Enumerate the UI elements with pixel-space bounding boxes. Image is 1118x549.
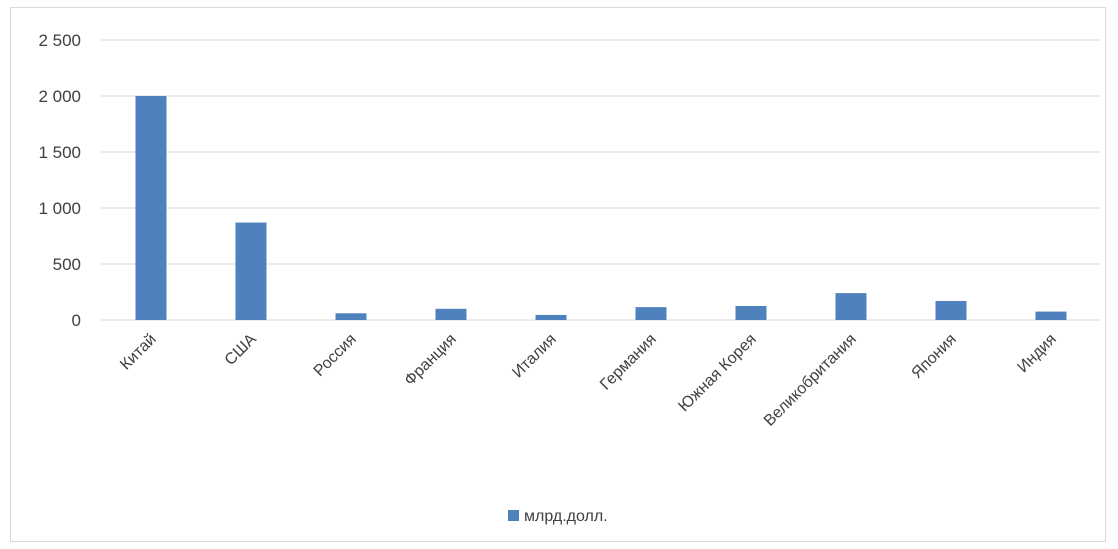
x-tick-label: Россия	[311, 331, 360, 380]
x-tick-label: Италия	[509, 331, 560, 382]
y-tick-label: 0	[72, 311, 81, 330]
legend-swatch	[508, 510, 519, 521]
y-tick-label: 2 000	[38, 87, 81, 106]
bar	[435, 308, 467, 320]
bar	[1035, 311, 1067, 320]
bar	[535, 314, 567, 320]
bar	[635, 307, 667, 320]
x-tick-label: Китай	[117, 331, 160, 374]
bar	[735, 306, 767, 320]
bar	[335, 313, 367, 320]
x-tick-label: Южная Корея	[675, 331, 759, 415]
x-tick-label: США	[222, 331, 260, 369]
gridlines	[101, 39, 1101, 321]
x-tick-label: Индия	[1014, 331, 1059, 376]
x-axis-tick-labels: Китай США Россия Франция Италия Германия Южная…	[117, 331, 1060, 430]
x-tick-label: Франция	[401, 331, 459, 389]
bar-series	[135, 96, 1067, 320]
y-tick-label: 1 500	[38, 143, 81, 162]
y-tick-label: 1 000	[38, 199, 81, 218]
y-tick-label: 500	[53, 255, 81, 274]
x-tick-label: Япония	[909, 331, 960, 382]
bar	[935, 300, 967, 320]
bar	[235, 222, 267, 320]
y-tick-label: 2 500	[38, 31, 81, 50]
bar	[835, 293, 867, 320]
bar	[135, 96, 167, 320]
x-tick-label: Великобритания	[761, 331, 860, 430]
x-tick-label: Германия	[597, 331, 660, 394]
y-axis-tick-labels: 0 500 1 000 1 500 2 000 2 500	[38, 31, 81, 330]
legend-label: млрд.долл.	[524, 508, 608, 525]
legend: млрд.долл.	[508, 508, 608, 525]
